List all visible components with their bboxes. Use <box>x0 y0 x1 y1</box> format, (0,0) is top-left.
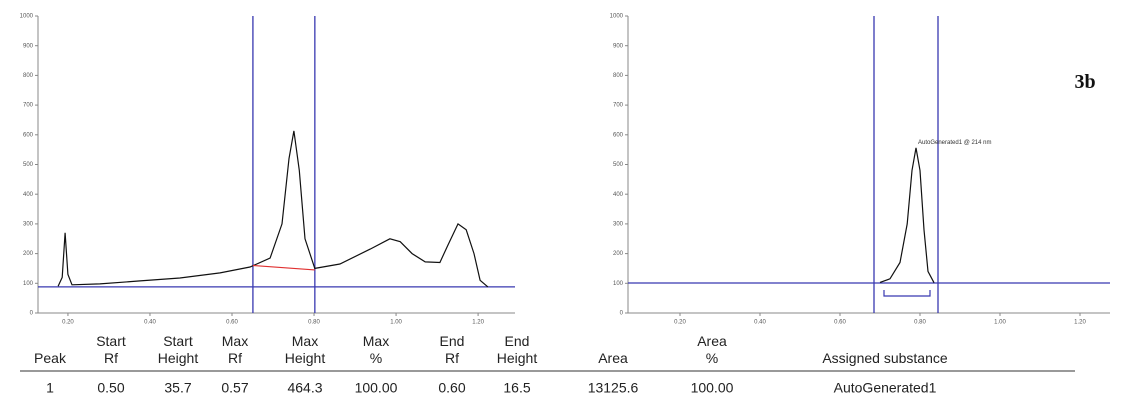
table-cell: AutoGenerated1 <box>834 380 937 396</box>
table-header: Rf <box>104 350 118 366</box>
table-header: Max <box>222 333 248 349</box>
table-cell: 1 <box>46 380 54 396</box>
table-cell: 100.00 <box>355 380 398 396</box>
table-header: Height <box>285 350 326 366</box>
y-tick-label: 400 <box>23 192 34 198</box>
y-tick-label: 1000 <box>610 14 624 20</box>
x-tick-label: 0.40 <box>144 320 156 326</box>
table-header: % <box>706 350 718 366</box>
x-tick-label: 0.80 <box>914 320 926 326</box>
x-tick-label: 1.00 <box>994 320 1006 326</box>
table-header: Start <box>163 333 193 349</box>
y-tick-label: 500 <box>23 162 34 168</box>
y-tick-label: 600 <box>23 132 34 138</box>
table-header: Peak <box>34 350 67 366</box>
y-tick-label: 900 <box>613 43 624 49</box>
y-tick-label: 300 <box>23 221 34 227</box>
table-cell: 13125.6 <box>588 380 639 396</box>
table-header: Rf <box>445 350 459 366</box>
y-tick-label: 100 <box>613 281 624 287</box>
y-tick-label: 600 <box>613 132 624 138</box>
y-tick-label: 200 <box>613 251 624 257</box>
table-header: Area <box>598 350 628 366</box>
y-tick-label: 0 <box>620 311 624 317</box>
x-tick-label: 1.00 <box>390 320 402 326</box>
x-tick-label: 1.20 <box>1074 320 1086 326</box>
table-header: Height <box>497 350 538 366</box>
table-header: End <box>440 333 465 349</box>
x-tick-label: 0.80 <box>308 320 320 326</box>
y-tick-label: 200 <box>23 251 34 257</box>
y-tick-label: 800 <box>613 73 624 79</box>
x-tick-label: 0.40 <box>754 320 766 326</box>
annotation: AutoGenerated1 @ 214 nm <box>918 140 991 146</box>
panel-label: 3b <box>1074 71 1095 93</box>
table-cell: 35.7 <box>164 380 191 396</box>
table-header: End <box>505 333 530 349</box>
table-header: Max <box>292 333 318 349</box>
y-tick-label: 900 <box>23 43 34 49</box>
y-tick-label: 800 <box>23 73 34 79</box>
y-tick-label: 100 <box>23 281 34 287</box>
table-header: Max <box>363 333 389 349</box>
table-cell: 0.57 <box>221 380 248 396</box>
x-tick-label: 1.20 <box>472 320 484 326</box>
table-cell: 100.00 <box>691 380 734 396</box>
table-header: Area <box>697 333 727 349</box>
table-header: Assigned substance <box>822 350 948 366</box>
peak-baseline <box>252 264 315 271</box>
table-cell: 464.3 <box>287 380 322 396</box>
trace <box>57 130 489 288</box>
table-cell: 16.5 <box>503 380 530 396</box>
table-header: Rf <box>228 350 242 366</box>
trace <box>879 147 935 283</box>
table-header: Start <box>96 333 126 349</box>
y-tick-label: 700 <box>23 103 34 109</box>
y-tick-label: 500 <box>613 162 624 168</box>
table-cell: 0.60 <box>438 380 465 396</box>
y-tick-label: 300 <box>613 221 624 227</box>
y-tick-label: 0 <box>30 311 34 317</box>
x-tick-label: 0.20 <box>62 320 74 326</box>
table-header: Height <box>158 350 199 366</box>
y-tick-label: 1000 <box>20 14 34 20</box>
y-tick-label: 700 <box>613 103 624 109</box>
table-cell: 0.50 <box>97 380 124 396</box>
integration-bracket <box>883 290 931 297</box>
x-tick-label: 0.20 <box>674 320 686 326</box>
y-tick-label: 400 <box>613 192 624 198</box>
table-header: % <box>370 350 382 366</box>
x-tick-label: 0.60 <box>834 320 846 326</box>
x-tick-label: 0.60 <box>226 320 238 326</box>
